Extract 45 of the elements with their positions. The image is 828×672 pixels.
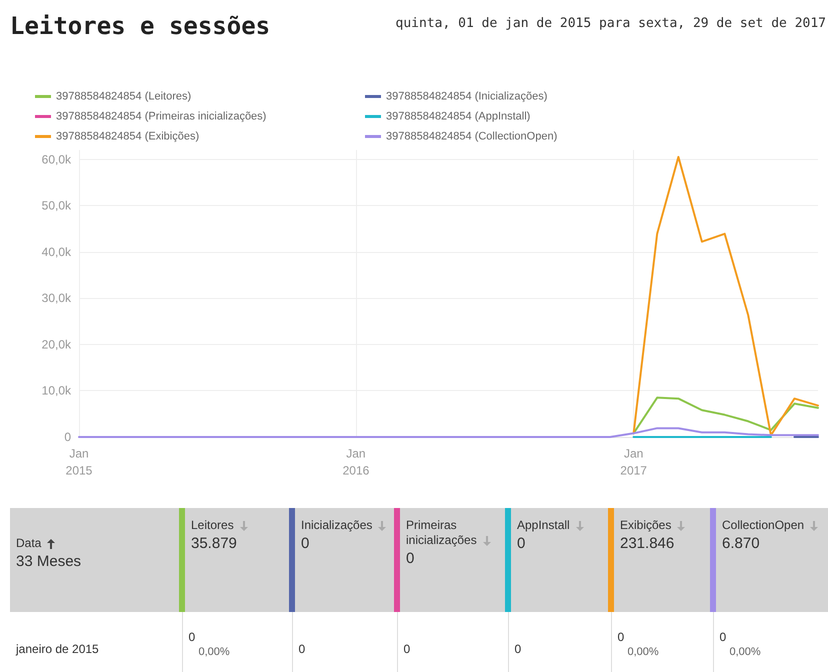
line-series: [78, 427, 819, 438]
legend-label: 39788584824854 (Inicializações): [386, 90, 548, 102]
text: 0: [517, 535, 526, 552]
text: 0: [188, 630, 196, 644]
line-series: [632, 156, 819, 436]
legend-label: 39788584824854 (Primeiras inicializações): [56, 110, 266, 122]
text: janeiro de 2015: [10, 612, 182, 672]
legend-label: 39788584824854 (CollectionOpen): [386, 130, 558, 142]
text: 0,00%: [730, 646, 761, 658]
x-tick-label: Jan 2017: [620, 446, 648, 478]
text: 231.846: [620, 535, 676, 552]
text: 0,00%: [628, 646, 659, 658]
text: 0: [720, 630, 726, 644]
text: 0: [301, 535, 310, 552]
text: CollectionOpen: [722, 518, 804, 532]
legend-label: 39788584824854 (Leitores): [56, 90, 192, 102]
y-tick-label: 0: [64, 430, 72, 444]
legend-label: 39788584824854 (AppInstall): [386, 110, 530, 122]
y-tick-label: 60,0k: [42, 152, 72, 166]
legend-label: 39788584824854 (Exibições): [56, 130, 200, 142]
text: Primeiras inicializações: [406, 518, 477, 547]
text: AppInstall: [517, 518, 570, 532]
y-tick-label: 30,0k: [42, 291, 72, 306]
x-tick-label: Jan 2015: [66, 446, 93, 478]
text: 0: [618, 630, 624, 644]
chart-subtitle: quinta, 01 de jan de 2015 para sexta, 29 de set de 2017: [396, 16, 826, 31]
text: 35.879: [191, 535, 238, 552]
text: Exibições: [620, 518, 672, 532]
text: 33 Meses: [16, 553, 82, 570]
x-tick-label: Jan 2016: [342, 446, 370, 478]
text: 0: [508, 612, 611, 672]
text: 0: [292, 612, 397, 672]
y-tick-label: 40,0k: [42, 244, 72, 259]
y-tick-label: 10,0k: [42, 384, 72, 398]
text: 0: [397, 612, 508, 672]
y-tick-label: 20,0k: [42, 337, 72, 352]
text: Inicializações: [301, 518, 372, 532]
text: Data: [16, 536, 42, 550]
text: 0,00%: [198, 646, 230, 658]
text: 6.870: [722, 535, 761, 552]
text: Leitores: [191, 518, 234, 532]
line-series: [632, 396, 819, 434]
text: 0: [406, 550, 416, 567]
chart-title: Leitores e sessões: [10, 12, 270, 40]
y-tick-label: 50,0k: [42, 198, 72, 213]
